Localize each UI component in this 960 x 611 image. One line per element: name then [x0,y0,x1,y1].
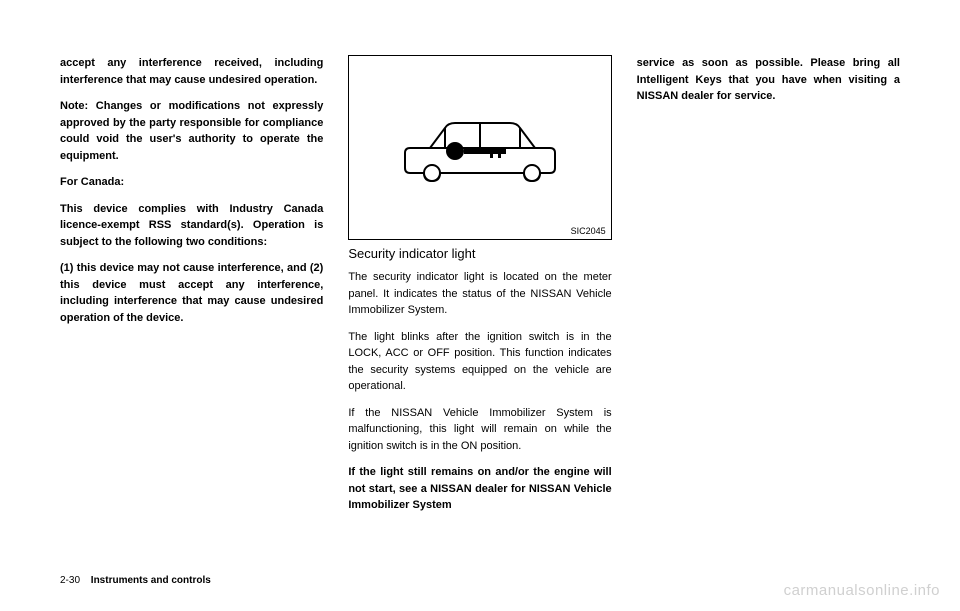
section-title: Instruments and controls [91,575,211,586]
para-conditions: (1) this device may not cause interferen… [60,260,323,326]
column-1: accept any interference received, includ… [60,55,323,524]
column-3: service as soon as possible. Please brin… [637,55,900,524]
para-interference: accept any interference received, includ… [60,55,323,88]
para-industry-canada: This device complies with Industry Canad… [60,201,323,251]
page-footer: 2-30 Instruments and controls [60,575,211,586]
para-light-location: The security indicator light is located … [348,269,611,319]
para-for-canada: For Canada: [60,174,323,191]
subheading-security-light: Security indicator light [348,246,611,261]
para-service-soon: service as soon as possible. Please brin… [637,55,900,105]
manual-page: accept any interference received, includ… [0,0,960,549]
para-light-blinks: The light blinks after the ignition swit… [348,329,611,395]
page-number: 2-30 [60,575,80,586]
watermark: carmanualsonline.info [784,582,940,599]
figure-label: SIC2045 [571,226,606,236]
para-malfunction: If the NISSAN Vehicle Immobilizer System… [348,405,611,455]
column-2: SIC2045 Security indicator light The sec… [348,55,611,524]
car-key-icon [390,103,570,193]
para-note-changes: Note: Changes or modifications not expre… [60,98,323,164]
figure-security-light: SIC2045 [348,55,611,240]
para-if-remains-on: If the light still remains on and/or the… [348,464,611,514]
